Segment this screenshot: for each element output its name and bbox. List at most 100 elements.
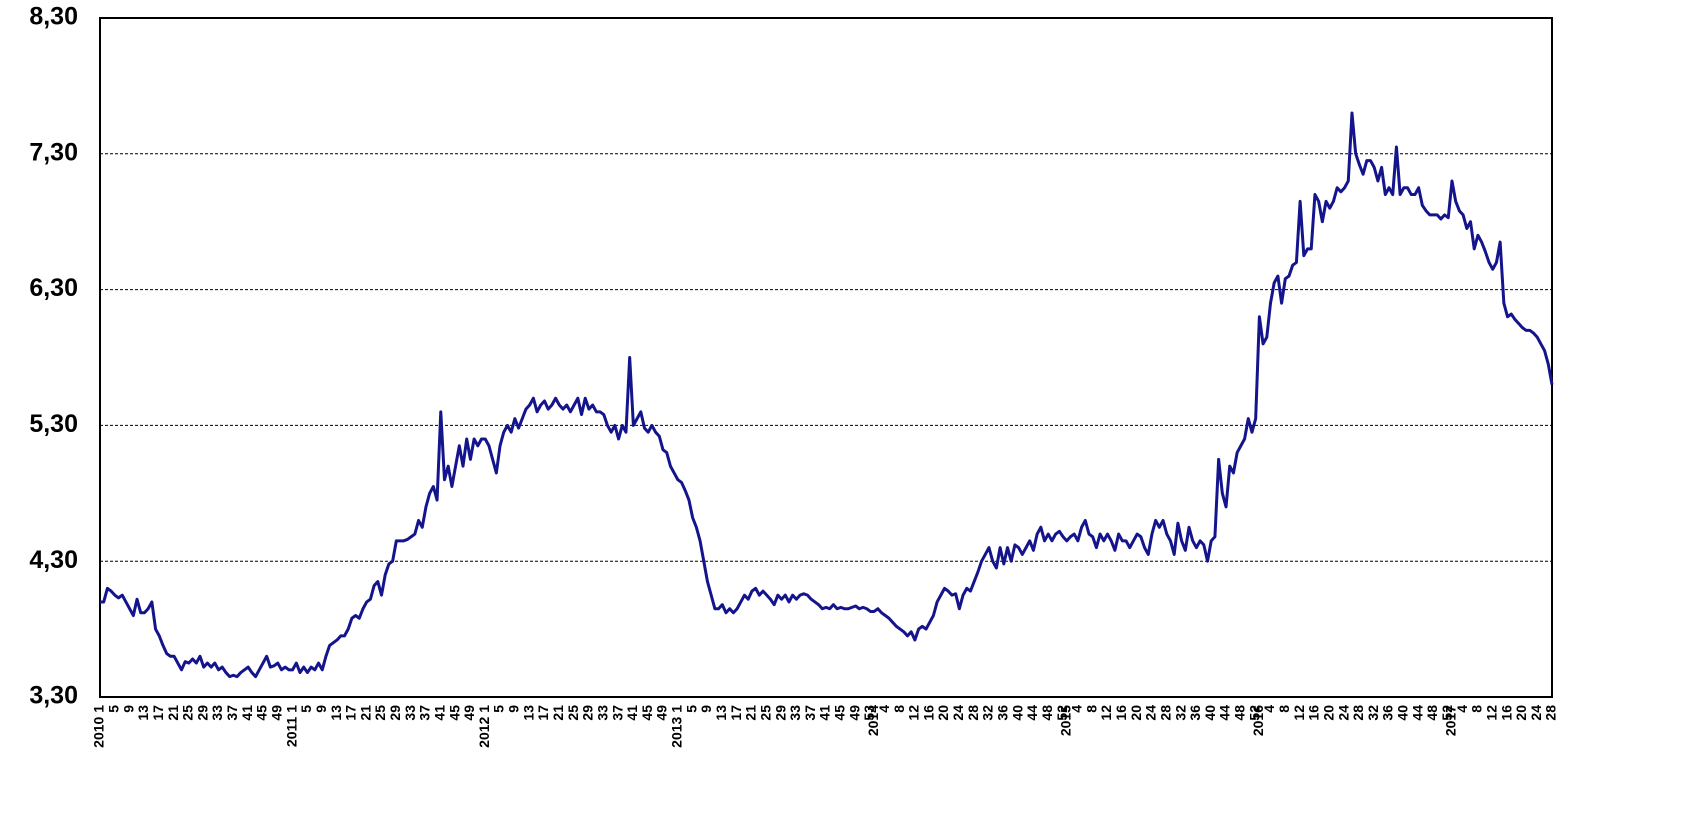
x-tick-label: 25: [565, 705, 581, 721]
x-tick-label: 16: [1498, 705, 1514, 721]
x-tick-label: 4: [876, 705, 892, 713]
x-tick-label: 49: [461, 705, 477, 721]
x-tick-label: 32: [980, 705, 996, 721]
x-tick-label: 16: [920, 705, 936, 721]
x-tick-label: 9: [506, 705, 522, 713]
x-tick-label: 20: [1513, 705, 1529, 721]
x-tick-label: 25: [372, 705, 388, 721]
x-tick-label: 2012 1: [476, 705, 492, 748]
x-tick-label: 25: [757, 705, 773, 721]
x-tick-label: 13: [135, 705, 151, 721]
x-tick-label: 28: [1157, 705, 1173, 721]
x-tick-label: 48: [1232, 705, 1248, 721]
x-tick-label: 29: [194, 705, 210, 721]
x-tick-label: 36: [1380, 705, 1396, 721]
x-tick-label: 20: [1128, 705, 1144, 721]
x-tick-label: 37: [224, 705, 240, 721]
x-tick-label: 41: [431, 705, 447, 721]
y-tick-label: 4,30: [29, 546, 78, 574]
x-tick-label: 37: [802, 705, 818, 721]
x-tick-label: 2015: [1057, 705, 1073, 736]
x-tick-label: 32: [1365, 705, 1381, 721]
x-tick-label: 29: [772, 705, 788, 721]
x-tick-label: 52: [1246, 705, 1262, 721]
x-tick-label: 52: [1054, 705, 1070, 721]
x-tick-label: 48: [1039, 705, 1055, 721]
x-tick-label: 40: [1202, 705, 1218, 721]
x-tick-label: 16: [1113, 705, 1129, 721]
x-tick-label: 29: [580, 705, 596, 721]
x-tick-label: 28: [965, 705, 981, 721]
x-tick-label: 48: [1424, 705, 1440, 721]
x-tick-label: 40: [1395, 705, 1411, 721]
x-tick-label: 33: [594, 705, 610, 721]
x-tick-label: 5: [106, 705, 122, 713]
x-tick-label: 12: [906, 705, 922, 721]
x-tick-label: 20: [1320, 705, 1336, 721]
x-tick-label: 45: [639, 705, 655, 721]
x-tick-label: 5: [683, 705, 699, 713]
x-tick-label: 41: [817, 705, 833, 721]
x-tick-label: 44: [1217, 705, 1233, 721]
x-tick-label: 2016: [1250, 705, 1266, 736]
x-tick-label: 12: [1483, 705, 1499, 721]
x-tick-label: 21: [357, 705, 373, 721]
x-tick-label: 29: [387, 705, 403, 721]
x-tick-label: 33: [402, 705, 418, 721]
x-tick-label: 2011 1: [283, 705, 299, 747]
x-tick-label: 44: [1024, 705, 1040, 721]
x-tick-label: 49: [268, 705, 284, 721]
x-tick-label: 36: [1187, 705, 1203, 721]
x-tick-label: 45: [254, 705, 270, 721]
x-tick-label: 2017: [1443, 705, 1459, 736]
x-tick-label: 33: [209, 705, 225, 721]
x-tick-label: 16: [1306, 705, 1322, 721]
x-tick-label: 2010 1: [91, 705, 107, 748]
x-tick-label: 28: [1543, 705, 1559, 721]
x-tick-label: 9: [698, 705, 714, 713]
x-tick-label: 2013 1: [669, 705, 685, 748]
data-line: [100, 111, 1554, 679]
y-tick-label: 3,30: [29, 682, 78, 710]
x-tick-label: 36: [994, 705, 1010, 721]
y-tick-label: 8,30: [29, 3, 78, 31]
x-tick-label: 45: [832, 705, 848, 721]
x-tick-label: 2014: [865, 705, 881, 736]
x-tick-label: 9: [120, 705, 136, 713]
x-tick-label: 13: [713, 705, 729, 721]
x-tick-label: 49: [846, 705, 862, 721]
x-tick-label: 49: [654, 705, 670, 721]
x-tick-label: 4: [1069, 705, 1085, 713]
x-tick-label: 52: [1439, 705, 1455, 721]
x-tick-label: 45: [446, 705, 462, 721]
x-tick-label: 12: [1291, 705, 1307, 721]
x-tick-label: 13: [520, 705, 536, 721]
x-tick-label: 8: [1276, 705, 1292, 713]
x-tick-label: 8: [1083, 705, 1099, 713]
x-tick-label: 4: [1454, 705, 1470, 713]
x-tick-label: 24: [1528, 705, 1544, 721]
x-tick-label: 53: [861, 705, 877, 721]
x-tick-label: 25: [180, 705, 196, 721]
x-tick-label: 17: [150, 705, 166, 721]
x-tick-label: 5: [491, 705, 507, 713]
x-tick-label: 32: [1172, 705, 1188, 721]
y-tick-label: 6,30: [29, 274, 78, 302]
x-tick-label: 33: [787, 705, 803, 721]
x-tick-label: 13: [328, 705, 344, 721]
plot-frame: [99, 17, 1553, 698]
x-tick-label: 40: [1009, 705, 1025, 721]
x-tick-label: 41: [624, 705, 640, 721]
y-tick-label: 7,30: [29, 138, 78, 166]
x-tick-label: 37: [417, 705, 433, 721]
x-tick-label: 21: [550, 705, 566, 721]
x-tick-label: 17: [535, 705, 551, 721]
x-tick-label: 9: [313, 705, 329, 713]
x-tick-label: 8: [891, 705, 907, 713]
x-tick-label: 5: [298, 705, 314, 713]
x-tick-label: 4: [1261, 705, 1277, 713]
x-tick-label: 28: [1350, 705, 1366, 721]
x-tick-label: 44: [1409, 705, 1425, 721]
x-tick-label: 21: [165, 705, 181, 721]
x-tick-label: 21: [743, 705, 759, 721]
